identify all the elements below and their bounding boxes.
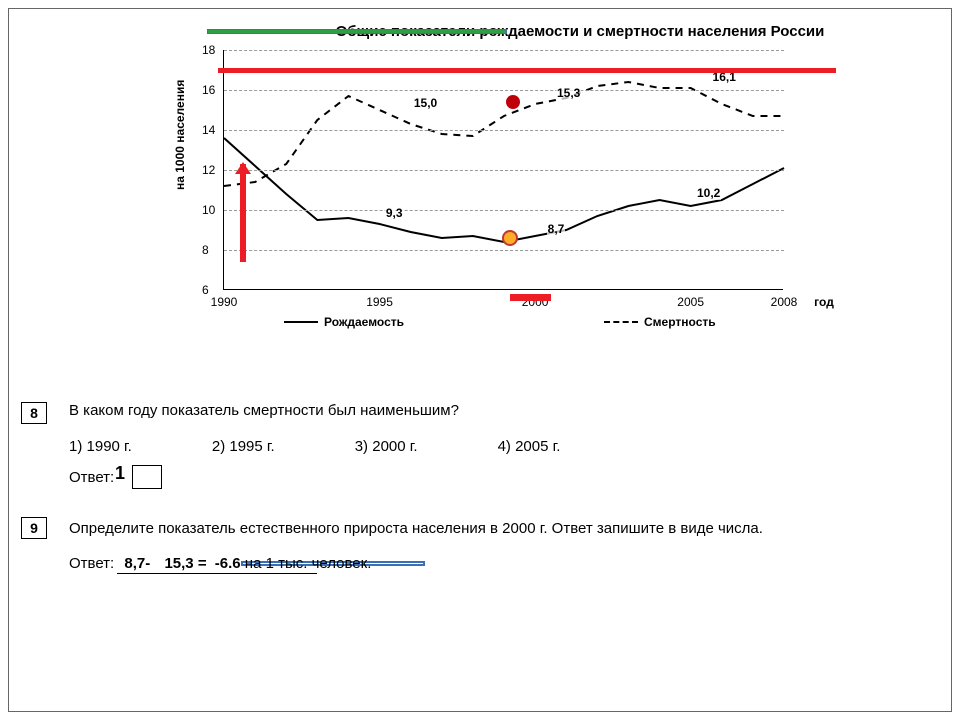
- legend-death: Смертность: [604, 315, 716, 329]
- q9-text-a: Определите показатель: [69, 520, 240, 537]
- gridline: [224, 210, 784, 211]
- ytick-label: 18: [202, 43, 215, 57]
- ytick-label: 14: [202, 123, 215, 137]
- value-label: 9,3: [385, 206, 404, 220]
- q9-answer-row: Ответ: 8,7- 15,3 = -6.6 на 1 тыс. челове…: [69, 555, 939, 572]
- q9-answer-label: Ответ:: [69, 555, 114, 572]
- xtick-label: 2005: [677, 295, 704, 309]
- q9-calc-res: -6.6: [215, 555, 241, 572]
- ytick-label: 6: [202, 283, 209, 297]
- value-label: 10,2: [696, 186, 721, 200]
- y-axis-label: на 1000 населения: [173, 80, 187, 190]
- ytick-label: 8: [202, 243, 209, 257]
- legend-solid-line-icon: [284, 321, 318, 323]
- q8-opt-3: 3) 2000 г.: [355, 438, 418, 455]
- chart: на 1000 населения Рождаемость Смертность…: [201, 50, 901, 330]
- gridline: [224, 90, 784, 91]
- q8-options: 1) 1990 г. 2) 1995 г. 3) 2000 г. 4) 2005…: [69, 438, 939, 455]
- q9-calc-eq: =: [198, 555, 207, 572]
- gridline: [224, 170, 784, 171]
- ytick-label: 12: [202, 163, 215, 177]
- q8-underline-annotation: [207, 29, 507, 34]
- ytick-label: 10: [202, 203, 215, 217]
- value-label: 15,0: [413, 96, 438, 110]
- q9-text-b: населения в 2000 г. Ответ запишите в вид…: [408, 520, 763, 537]
- q8-number: 8: [21, 402, 47, 424]
- gridline: [224, 130, 784, 131]
- q9-text: Определите показатель естественного прир…: [69, 517, 939, 541]
- value-label: 15,3: [556, 86, 581, 100]
- gridline: [224, 50, 784, 51]
- q8-text-b: показатель смертности был наименьшим: [162, 402, 451, 419]
- q8-answer-row: Ответ: 1: [69, 465, 939, 489]
- ytick-label: 16: [202, 83, 215, 97]
- value-label: 8,7: [547, 222, 566, 236]
- q9-calc-a: 8,7-: [124, 555, 150, 572]
- q8-text-a: В каком году: [69, 402, 162, 419]
- plot-area: Рождаемость Смертность 68101214161819901…: [223, 50, 783, 290]
- xtick-label: 1990: [211, 295, 238, 309]
- q8-opt-4: 4) 2005 г.: [498, 438, 561, 455]
- xtick-label: 1995: [366, 295, 393, 309]
- q9-answer-tail: на 1 тыс. человек.: [245, 555, 372, 572]
- xtick-label: 2008: [771, 295, 798, 309]
- q8-answer-value: 1: [115, 463, 125, 484]
- annotation-red-underline: [510, 294, 550, 301]
- annotation-red-topbar: [218, 68, 836, 73]
- legend-birth: Рождаемость: [284, 315, 404, 329]
- q9-number: 9: [21, 517, 47, 539]
- legend-dashed-line-icon: [604, 321, 638, 323]
- annotation-red-arrow: [240, 164, 246, 262]
- legend-death-label: Смертность: [644, 315, 716, 329]
- q9-text-u: естественного прироста: [240, 520, 408, 537]
- legend-birth-label: Рождаемость: [324, 315, 404, 329]
- q8-opt-1: 1) 1990 г.: [69, 438, 132, 455]
- q9-calc-b: 15,3: [164, 555, 193, 572]
- q8-opt-2: 2) 1995 г.: [212, 438, 275, 455]
- q8-answer-label: Ответ:: [69, 469, 114, 486]
- q8-text: В каком году показатель смертности был н…: [69, 402, 939, 424]
- q9-answer-line: [117, 573, 317, 574]
- gridline: [224, 250, 784, 251]
- legend: Рождаемость Смертность: [284, 315, 716, 329]
- x-axis-label: год: [814, 295, 834, 309]
- q8-answer-box[interactable]: [132, 465, 162, 489]
